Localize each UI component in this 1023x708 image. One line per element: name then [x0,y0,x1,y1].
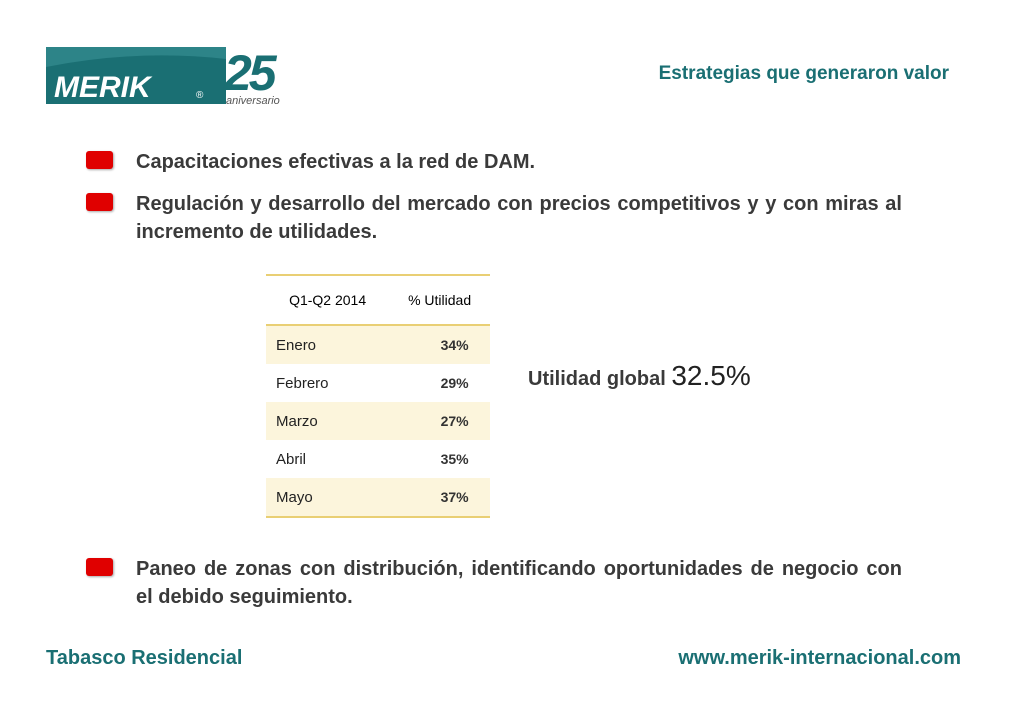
logo-registered-mark: ® [196,90,204,101]
month-cell: Abril [276,450,307,468]
global-utility: Utilidad global 32.5% [528,360,751,392]
bullet-text: Capacitaciones efectivas a la red de DAM… [136,151,536,173]
table-header-row: Q1-Q2 2014 % Utilidad [266,275,490,326]
logo-anniversary-number: 25 [223,45,278,101]
bullet-text: Regulación y desarrollo del mercado con … [136,193,902,243]
utilidad-table: Q1-Q2 2014 % Utilidad Enero 34% Febrero … [266,274,490,518]
table-row: Enero 34% [266,325,490,364]
month-cell: Mayo [266,478,390,517]
table-row: Marzo 27% [266,402,490,440]
value-cell: 35% [440,451,469,467]
month-cell: Febrero [276,374,329,392]
footer-website: www.merik-internacional.com [678,647,961,669]
value-cell: 29% [440,375,469,391]
table-row: Mayo 37% [266,478,490,517]
merik-logo: MERIK ® 25 aniversario [46,45,281,107]
footer-company-name: Tabasco Residencial [46,647,243,669]
month-cell: Marzo [266,402,390,440]
page-title: Estrategias que generaron valor [658,63,949,84]
bullet-item: Regulación y desarrollo del mercado con … [86,190,902,246]
red-bullet-icon [86,193,113,211]
global-utility-label: Utilidad global [528,368,666,390]
value-cell: 34% [389,325,490,364]
red-bullet-icon [86,151,113,169]
column-header-period: Q1-Q2 2014 [266,275,390,326]
bullet-item: Capacitaciones efectivas a la red de DAM… [86,148,902,176]
column-header-utilidad: % Utilidad [389,275,490,326]
red-bullet-icon [86,558,113,576]
month-cell: Enero [266,325,390,364]
logo-anniversary-word: aniversario [226,95,280,107]
logo-brand-text: MERIK [54,71,153,104]
value-cell: 37% [389,478,490,517]
table-row: Febrero 29% [266,364,490,402]
table-row: Abril 35% [266,440,490,478]
value-cell: 27% [389,402,490,440]
bullet-item: Paneo de zonas con distribución, identif… [86,555,902,611]
bullet-text: Paneo de zonas con distribución, identif… [136,558,902,608]
global-utility-value: 32.5% [671,360,751,391]
